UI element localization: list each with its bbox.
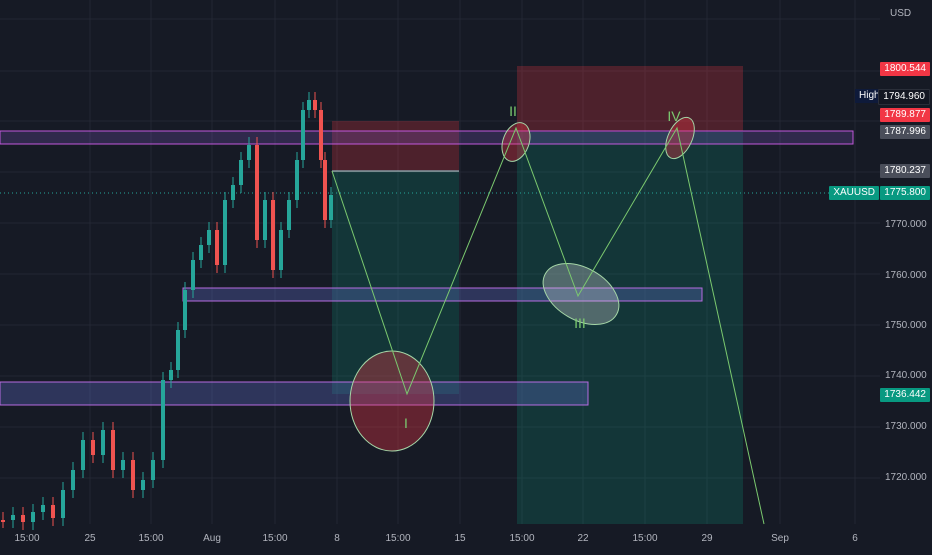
candle-body — [151, 460, 155, 480]
candle-body — [61, 490, 65, 518]
y-tick: 1740.000 — [885, 370, 927, 381]
x-tick: 8 — [334, 533, 340, 544]
wave-4-ellipse[interactable] — [660, 113, 700, 163]
wave-label-2: II — [509, 103, 517, 119]
candle-body — [301, 110, 305, 160]
candle-body — [295, 160, 299, 200]
candle-body — [329, 195, 333, 220]
price-label-last: 1775.800 — [880, 186, 930, 200]
price-label-grey1: 1787.996 — [880, 125, 930, 139]
position-box-1[interactable] — [332, 121, 459, 394]
candle-body — [81, 440, 85, 470]
price-label-green2: 1736.442 — [880, 388, 930, 402]
candle-body — [111, 430, 115, 470]
candle-body — [51, 505, 55, 518]
price-label-red2: 1789.877 — [880, 108, 930, 122]
x-tick: 15:00 — [632, 533, 658, 544]
stop-zone — [332, 121, 459, 170]
x-tick: Aug — [203, 533, 221, 544]
candle-body — [263, 200, 267, 240]
x-tick: 15:00 — [138, 533, 164, 544]
currency-label: USD — [890, 8, 912, 19]
x-tick: 6 — [852, 533, 858, 544]
x-tick: 15:00 — [385, 533, 411, 544]
x-tick: 29 — [701, 533, 713, 544]
candle-body — [207, 230, 211, 245]
support-zone-low[interactable] — [0, 381, 589, 406]
candle-body — [191, 260, 195, 290]
wave-2-ellipse[interactable] — [497, 119, 535, 165]
target-zone — [517, 132, 743, 524]
x-tick: 15:00 — [14, 533, 40, 544]
price-label-high: 1794.960 — [878, 89, 930, 105]
y-tick: 1730.000 — [885, 421, 927, 432]
candle-body — [307, 100, 311, 110]
candle-body — [183, 290, 187, 330]
x-tick: 15 — [454, 533, 466, 544]
candle-body — [131, 460, 135, 490]
candle-body — [161, 380, 165, 460]
candle-body — [223, 200, 227, 265]
candle-body — [11, 515, 15, 520]
candle-body — [323, 160, 327, 220]
stop-zone — [517, 66, 743, 131]
wave-label-3: III — [574, 315, 586, 331]
wave-label-1: I — [404, 415, 408, 431]
y-tick: 1760.000 — [885, 270, 927, 281]
candle-body — [271, 200, 275, 270]
candle-body — [31, 512, 35, 522]
candle-body — [247, 145, 251, 160]
grid — [0, 0, 880, 524]
candle-body — [71, 470, 75, 490]
x-tick: 22 — [577, 533, 589, 544]
wave-projection-line[interactable] — [331, 126, 765, 525]
candle-body — [239, 160, 243, 185]
position-box-2[interactable] — [517, 66, 743, 524]
candle-body — [313, 100, 317, 110]
candle-body — [141, 480, 145, 490]
candle-body — [231, 185, 235, 200]
candle-body — [176, 330, 180, 370]
support-zone-mid[interactable] — [182, 287, 703, 302]
candle-body — [41, 505, 45, 512]
candle-body — [279, 230, 283, 270]
high-tag: High — [855, 89, 884, 103]
candle-body — [21, 515, 25, 522]
x-tick: 25 — [84, 533, 96, 544]
price-label-grey2: 1780.237 — [880, 164, 930, 178]
candle-body — [91, 440, 95, 455]
candle-body — [101, 430, 105, 455]
candle-body — [169, 370, 173, 380]
candle-body — [255, 145, 259, 240]
resistance-zone-top[interactable] — [0, 130, 854, 145]
target-zone — [332, 171, 459, 394]
candle-body — [287, 200, 291, 230]
price-label-top: 1800.544 — [880, 62, 930, 76]
x-tick: Sep — [771, 533, 789, 544]
symbol-tag: XAUUSD — [829, 186, 879, 200]
x-tick: 15:00 — [509, 533, 535, 544]
candle-body — [215, 230, 219, 265]
y-tick: 1750.000 — [885, 320, 927, 331]
y-tick: 1720.000 — [885, 472, 927, 483]
candle-body — [319, 110, 323, 160]
x-tick: 15:00 — [262, 533, 288, 544]
wave-3-ellipse[interactable] — [532, 251, 629, 337]
candle-body — [1, 520, 5, 522]
y-tick: 1770.000 — [885, 219, 927, 230]
candles — [1, 92, 333, 530]
candle-body — [199, 245, 203, 260]
wave-label-4: IV — [667, 108, 681, 124]
wave-1-ellipse[interactable] — [349, 350, 435, 452]
candle-body — [121, 460, 125, 470]
